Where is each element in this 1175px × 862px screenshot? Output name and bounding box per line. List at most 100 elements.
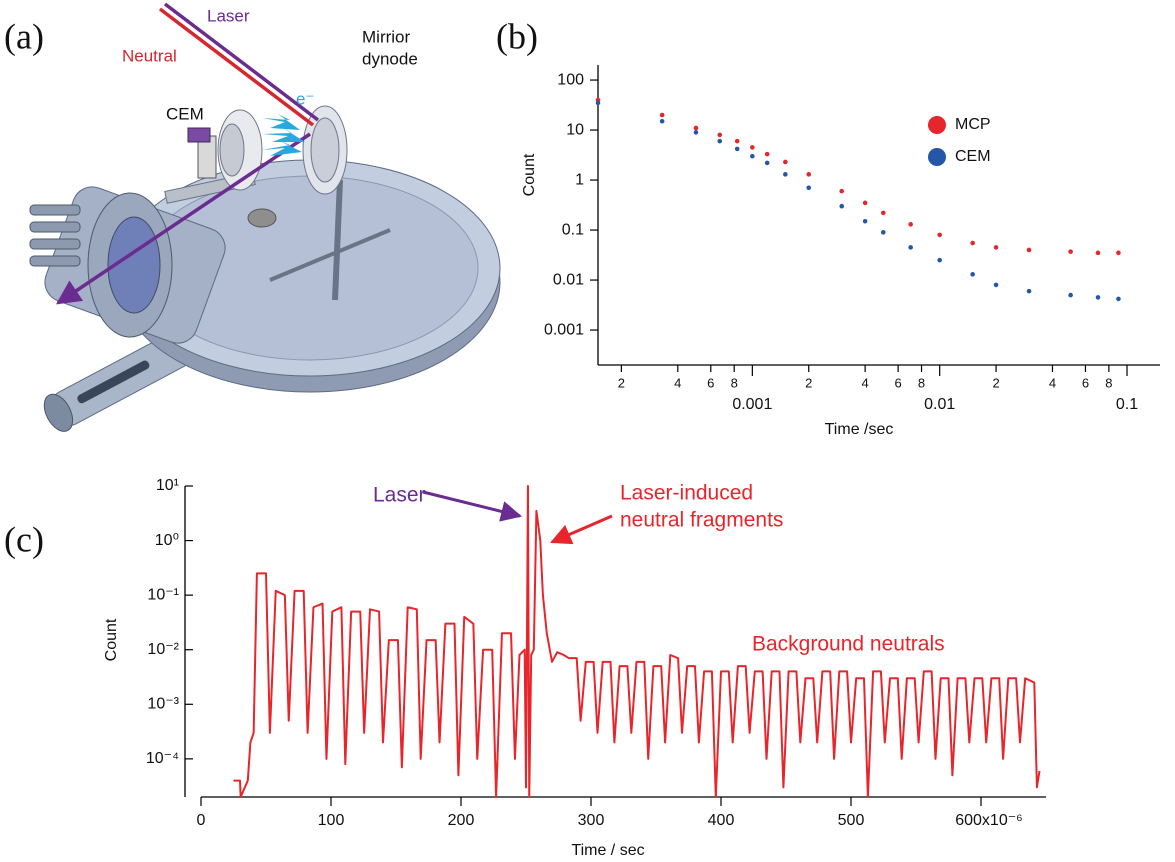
data-point (908, 222, 913, 227)
data-point (1026, 288, 1032, 294)
data-point (1095, 250, 1101, 256)
y-tick-label: 10⁻⁴ (146, 750, 179, 767)
legend-label: MCP (955, 116, 991, 133)
data-point (1068, 292, 1073, 298)
point-series (595, 100, 1121, 302)
data-point (880, 210, 886, 216)
x-tick-label: 4 (862, 375, 869, 390)
data-point (937, 257, 942, 263)
annotation: neutral fragments (620, 509, 783, 532)
x-tick-label: 100 (318, 812, 345, 829)
x-tick-label: 0 (197, 812, 206, 829)
data-point (764, 151, 770, 157)
data-point (862, 218, 868, 224)
data-point (937, 232, 942, 238)
y-tick-label: 10⁻¹ (147, 586, 179, 603)
y-tick-label: 100 (557, 71, 584, 88)
panel-label: (b) (496, 16, 538, 56)
data-point (783, 172, 788, 177)
x-tick-label: 0.1 (1116, 396, 1138, 413)
data-point (806, 185, 812, 191)
x-tick-label: 8 (918, 375, 925, 390)
data-point (1068, 249, 1073, 254)
x-tick-label: 0.01 (924, 396, 955, 413)
y-tick-label: 10⁻² (147, 641, 179, 658)
data-point (764, 160, 770, 166)
x-tick-label: 8 (1105, 375, 1112, 390)
data-point (717, 138, 723, 144)
data-point (839, 203, 845, 209)
panel-label: (c) (4, 519, 44, 559)
data-point (970, 272, 975, 277)
data-point (862, 200, 868, 206)
diagram-label: Laser (207, 6, 250, 25)
x-tick-label: 2 (805, 375, 812, 390)
data-point (1116, 250, 1121, 256)
y-tick-label: 10 (566, 121, 584, 138)
x-tick-label: 2 (618, 375, 625, 390)
y-axis-title: Count (103, 618, 120, 661)
x-tick-label: 2 (992, 375, 999, 390)
data-point (750, 153, 755, 159)
annotation-arrow (422, 490, 523, 522)
x-tick-label: 4 (674, 375, 681, 390)
y-tick-label: 0.1 (562, 221, 584, 238)
data-point (839, 188, 845, 194)
y-tick-label: 10⁻³ (147, 696, 179, 713)
x-tick-label: 6 (895, 375, 902, 390)
x-tick-label: 6 (707, 375, 714, 390)
data-point (783, 159, 788, 165)
x-tick-label: 0.001 (732, 396, 772, 413)
data-point (693, 125, 699, 131)
x-tick-label: 200 (448, 812, 475, 829)
data-point (595, 100, 601, 106)
data-point (1026, 247, 1032, 253)
data-point (693, 130, 699, 135)
y-tick-label: 10¹ (156, 477, 179, 494)
diagram-label: Mirrior (362, 27, 410, 46)
annotation: Laser (373, 484, 426, 507)
apparatus-illustration (29, 2, 501, 432)
x-axis-title: Time /sec (825, 421, 894, 438)
data-point (734, 146, 740, 152)
x-axis-title: Time / sec (571, 842, 644, 859)
x-tick-label: 6 (1082, 375, 1089, 390)
x-tick-label: 500 (838, 812, 865, 829)
diagram-label: dynode (362, 49, 418, 68)
data-point (806, 172, 812, 177)
data-point (717, 132, 723, 138)
data-point (734, 138, 740, 144)
y-tick-label: 0.001 (544, 321, 584, 338)
data-point (993, 282, 999, 288)
data-point (659, 112, 665, 118)
data-point (659, 118, 665, 124)
y-tick-label: 1 (575, 171, 584, 188)
x-tick-label: 600x10⁻⁶ (955, 812, 1023, 829)
x-tick-label: 300 (578, 812, 605, 829)
annotation-arrow (550, 514, 613, 545)
data-point (908, 245, 913, 250)
data-line (233, 485, 1041, 798)
diagram-label: CEM (166, 104, 204, 123)
legend-marker (928, 148, 946, 166)
point-series (595, 97, 1121, 256)
x-tick-label: 8 (731, 375, 738, 390)
y-axis-title: Count (521, 153, 538, 196)
data-point (993, 245, 999, 250)
legend-marker (928, 116, 946, 134)
data-point (1116, 296, 1121, 302)
y-tick-label: 10⁰ (155, 532, 179, 549)
annotation: Laser-induced (620, 482, 753, 505)
legend-label: CEM (955, 148, 991, 165)
y-tick-label: 0.01 (553, 271, 584, 288)
data-point (970, 240, 975, 246)
data-point (750, 145, 755, 150)
panel-label: (a) (4, 16, 44, 56)
data-point (880, 230, 886, 235)
diagram-label: e⁻ (296, 89, 314, 108)
diagram-label: Neutral (122, 46, 177, 65)
x-tick-label: 400 (708, 812, 735, 829)
x-tick-label: 4 (1049, 375, 1056, 390)
